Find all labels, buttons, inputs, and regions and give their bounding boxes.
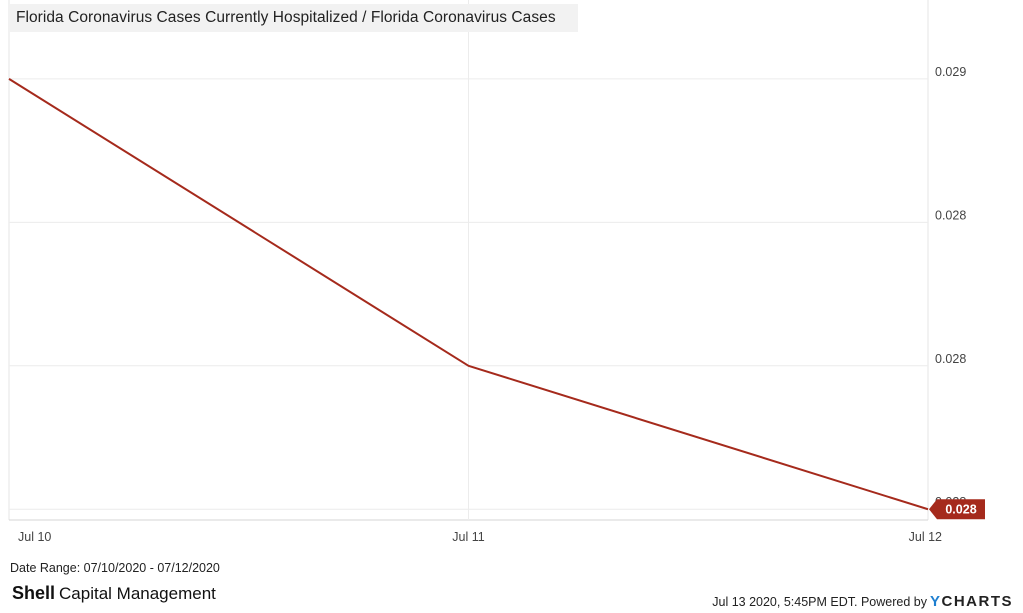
timestamp: Jul 13 2020, 5:45PM EDT. xyxy=(712,594,858,609)
last-value-label: 0.028 xyxy=(945,503,976,517)
last-value-flag xyxy=(929,499,985,520)
last-value-marker: 0.028 xyxy=(929,499,985,520)
chart-title: Florida Coronavirus Cases Currently Hosp… xyxy=(10,4,578,32)
y-tick-label: 0.028 xyxy=(935,352,966,366)
x-tick-label: Jul 11 xyxy=(452,530,484,544)
brand-bold: Shell xyxy=(12,583,56,603)
ycharts-logo: YCHARTS xyxy=(930,593,1013,610)
brand-rest: Capital Management xyxy=(59,584,216,603)
x-axis-ticks: Jul 10 Jul 11 Jul 12 xyxy=(18,530,942,544)
footer-credit: Jul 13 2020, 5:45PM EDT. Powered by YCHA… xyxy=(712,593,1013,610)
chart-title-text: Florida Coronavirus Cases Currently Hosp… xyxy=(16,9,556,26)
date-range: Date Range: 07/10/2020 - 07/12/2020 xyxy=(10,561,220,575)
x-tick-label: Jul 12 xyxy=(909,530,942,544)
ycharts-logo-y: Y xyxy=(929,593,942,610)
x-tick-label: Jul 10 xyxy=(18,530,51,544)
powered-by: Powered by xyxy=(860,594,927,609)
y-tick-label: 0.029 xyxy=(935,65,966,79)
series-layer xyxy=(8,78,929,511)
brand-logo: Shell Capital Management xyxy=(12,583,216,604)
series-line xyxy=(8,78,929,511)
y-tick-label: 0.028 xyxy=(935,208,966,222)
ycharts-logo-rest: CHARTS xyxy=(941,593,1013,610)
